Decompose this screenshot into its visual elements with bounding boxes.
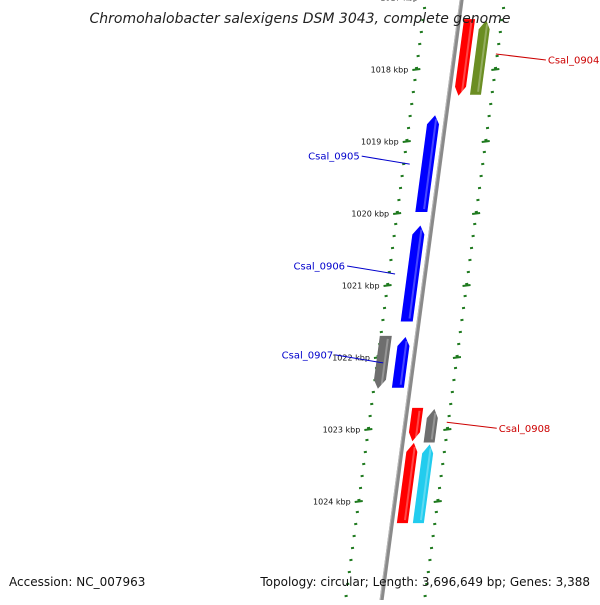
major-tick [472,213,480,214]
map-title: Chromohalobacter salexigens DSM 3043, co… [90,11,511,27]
major-tick [364,429,372,430]
labels-group: Csal_0904 Csal_0905 Csal_0906 Csal_0907 Csal… [282,55,600,434]
features-group [374,0,513,523]
gene-label: Csal_0905 [308,152,360,163]
major-tick [482,141,490,142]
kbp-label: 1023 kbp [323,426,361,435]
gene-label: Csal_0908 [499,424,551,435]
kbp-label: 1021 kbp [342,282,380,291]
kbp-label: 1019 kbp [361,138,399,147]
major-tick [491,69,499,70]
major-tick [463,285,471,286]
major-tick [403,141,411,142]
major-tick [355,501,363,502]
label-leader-line [496,54,546,60]
major-tick [412,69,420,70]
major-tick [384,285,392,286]
accession-text: Accession: NC_007963 [9,575,145,589]
gene-label: Csal_0907 [282,350,334,361]
major-tick [453,357,461,358]
label-leader-line [362,156,410,164]
label-leaders-group [335,54,546,428]
major-tick [393,213,401,214]
label-leader-line [347,266,395,274]
gene-label: Csal_0904 [548,55,600,66]
major-tick [434,501,442,502]
kbp-label: 1024 kbp [313,498,351,507]
kbp-label: 1020 kbp [351,210,389,219]
label-leader-line [447,422,497,428]
kbp-label: 1017 kbp [380,0,418,3]
gene-label: Csal_0906 [294,261,346,272]
kbp-label: 1018 kbp [371,66,409,75]
major-tick [443,429,451,430]
topology-text: Topology: circular; Length: 3,696,649 bp… [259,575,590,589]
